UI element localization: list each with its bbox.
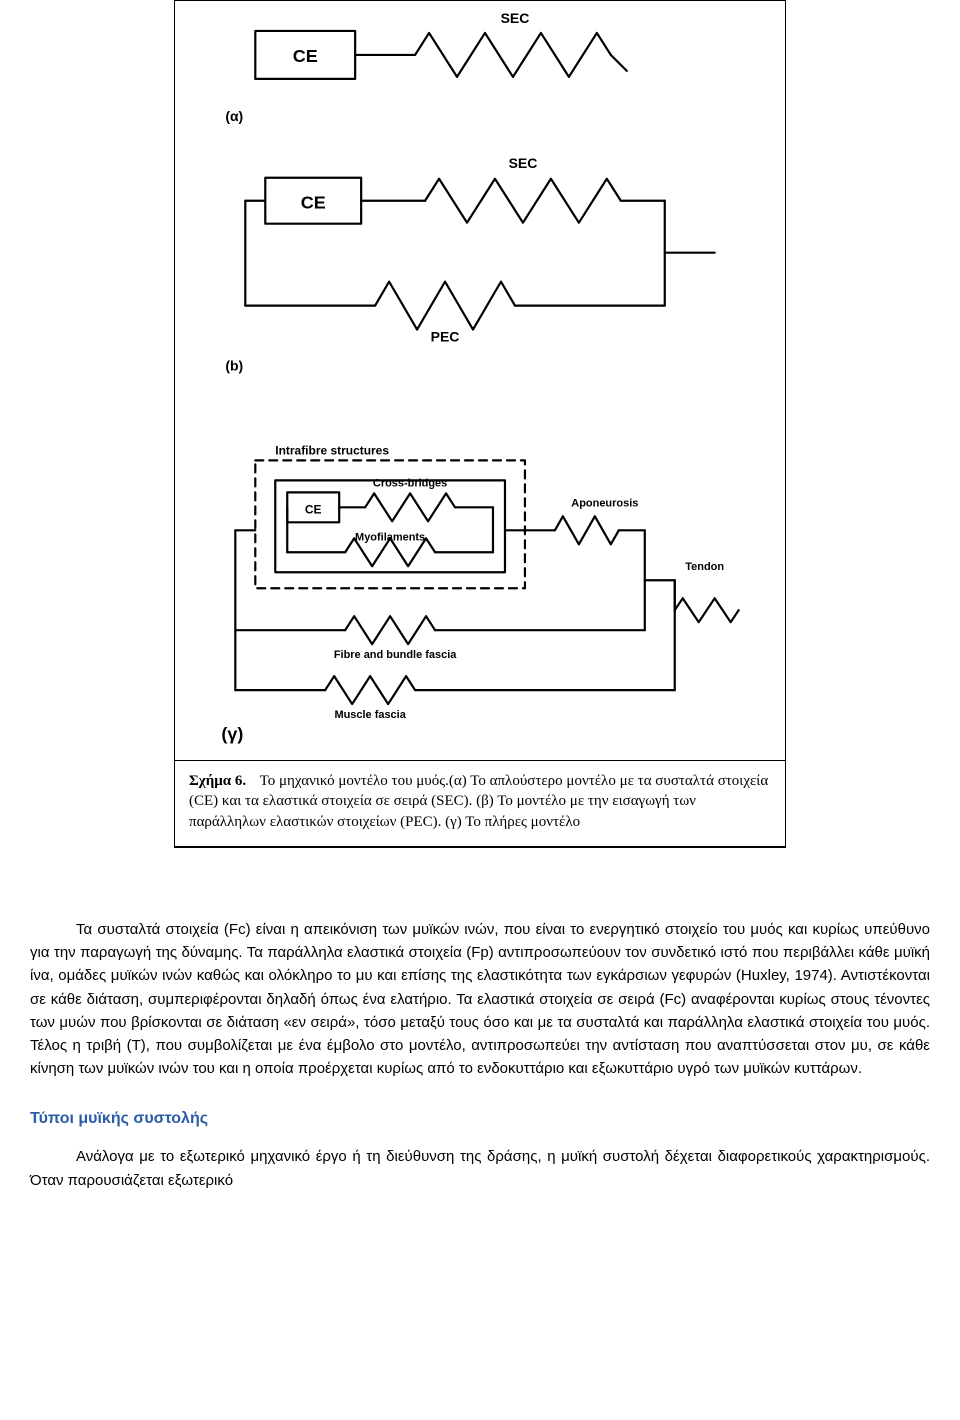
label-ce3: CE: [305, 502, 322, 516]
label-pec: PEC: [431, 329, 460, 345]
label-ce1: CE: [293, 46, 318, 66]
label-ce2: CE: [301, 193, 326, 213]
label-muscle: Muscle fascia: [334, 709, 406, 721]
label-a: (α): [225, 108, 243, 124]
caption-label: Σχήμα 6.: [189, 773, 246, 789]
label-g: (γ): [221, 724, 243, 744]
label-tendon: Tendon: [685, 561, 724, 573]
muscle-model-diagram: CE SEC (α): [175, 1, 785, 761]
label-sec1: SEC: [501, 10, 530, 26]
figure-caption: Σχήμα 6. Το μηχανικό μοντέλο του μυός.(α…: [175, 761, 785, 847]
caption-text: Το μηχανικό μοντέλο του μυός.(α) Το απλο…: [189, 773, 768, 830]
label-myo: Myofilaments: [355, 531, 425, 543]
label-sec2: SEC: [509, 155, 538, 171]
label-cross: Cross-bridges: [373, 477, 447, 489]
label-b: (b): [225, 358, 243, 374]
section-heading: Τύποι μυϊκής συστολής: [30, 1107, 930, 1132]
label-apo: Aponeurosis: [571, 497, 638, 509]
paragraph-1: Τα συσταλτά στοιχεία (Fc) είναι η απεικό…: [30, 918, 930, 1081]
figure-container: CE SEC (α): [174, 0, 786, 848]
body-text: Τα συσταλτά στοιχεία (Fc) είναι η απεικό…: [30, 918, 930, 1192]
label-fibre: Fibre and bundle fascia: [334, 649, 457, 661]
paragraph-2: Ανάλογα με το εξωτερικό μηχανικό έργο ή …: [30, 1145, 930, 1192]
label-intrafibre: Intrafibre structures: [275, 443, 389, 457]
